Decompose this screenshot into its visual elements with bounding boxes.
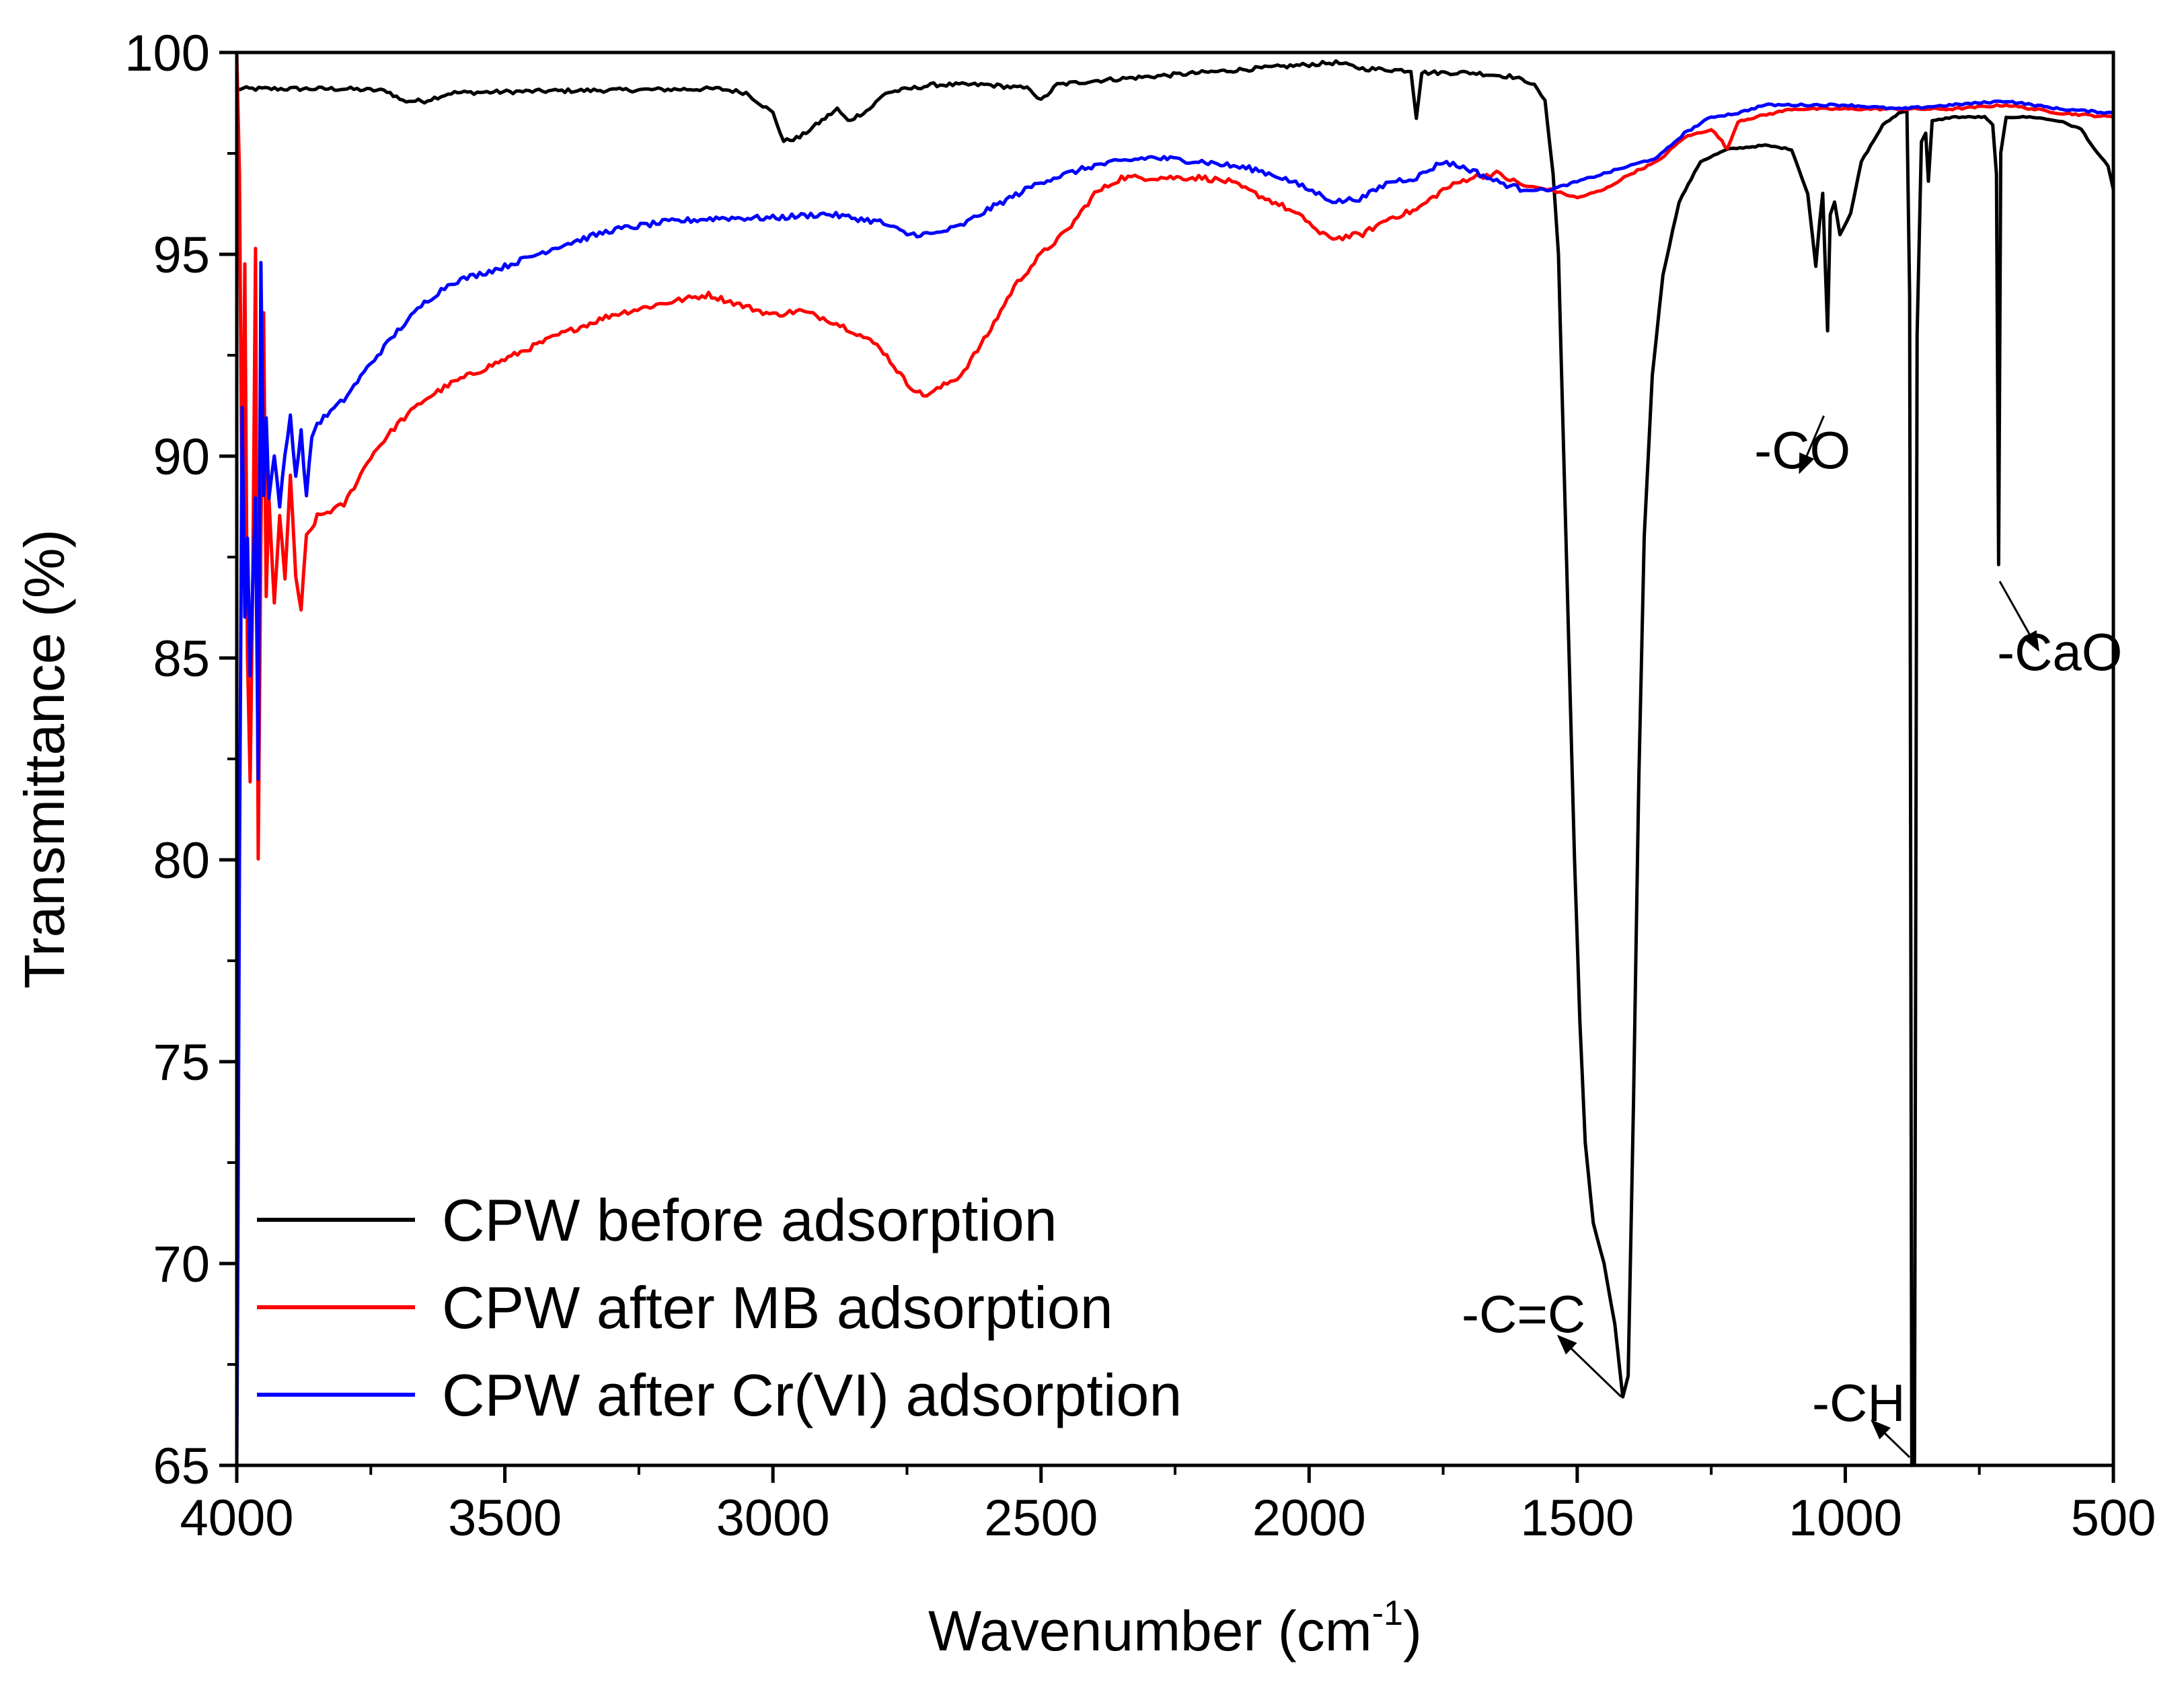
annotation-label: -CH xyxy=(1812,1373,1906,1432)
y-tick-label: 100 xyxy=(124,25,210,82)
series-layer xyxy=(235,52,2115,1467)
x-tick-label: 2500 xyxy=(984,1490,1098,1547)
x-axis-title: Wavenumber (cm-1) xyxy=(928,1594,1422,1662)
annotation-arrow xyxy=(1871,1419,1911,1459)
annotation-arrow xyxy=(1998,581,2039,652)
x-axis-title-sup: -1 xyxy=(1372,1594,1403,1633)
annotation-label: -C=C xyxy=(1462,1284,1585,1344)
series-line-2 xyxy=(235,52,2114,861)
legend-label-3: CPW after Cr(VI) adsorption xyxy=(442,1362,1182,1428)
y-tick-label: 90 xyxy=(153,429,210,486)
legend-label-2: CPW after MB adsorption xyxy=(442,1274,1113,1341)
x-tick-label: 2000 xyxy=(1252,1490,1366,1547)
legend: CPW before adsorption CPW after MB adsorp… xyxy=(257,1187,1182,1428)
x-axis: 4000 3500 3000 2500 2000 1500 1000 500 xyxy=(180,1465,2156,1547)
annotation-arrow xyxy=(1799,415,1825,474)
legend-label-1: CPW before adsorption xyxy=(442,1187,1057,1253)
x-tick-label: 500 xyxy=(2071,1490,2156,1547)
x-tick-label: 4000 xyxy=(180,1490,293,1547)
y-tick-label: 75 xyxy=(153,1034,210,1091)
x-axis-title-main: Wavenumber (cm xyxy=(928,1599,1372,1662)
annotation-label: -CO xyxy=(1754,420,1850,480)
annotation-label: -CaO xyxy=(1997,622,2122,682)
y-axis-title: Transmittance (%) xyxy=(13,529,76,988)
series-line-1 xyxy=(235,59,2115,1467)
y-tick-label: 70 xyxy=(153,1236,210,1293)
series-line-3 xyxy=(235,99,2114,1467)
x-tick-label: 1500 xyxy=(1520,1490,1634,1547)
annotation-arrow xyxy=(1556,1334,1622,1398)
annotations: -CO -CaO -C=C -CH xyxy=(1462,415,2122,1459)
x-tick-label: 3500 xyxy=(448,1490,562,1547)
y-axis: 65 70 75 80 85 90 95 100 xyxy=(124,25,237,1495)
y-tick-label: 85 xyxy=(153,630,210,688)
x-tick-label: 3000 xyxy=(716,1490,830,1547)
x-tick-label: 1000 xyxy=(1788,1490,1902,1547)
y-tick-label: 80 xyxy=(153,832,210,889)
y-tick-label: 65 xyxy=(153,1438,210,1495)
y-tick-label: 95 xyxy=(153,227,210,284)
x-axis-title-suffix: ) xyxy=(1403,1599,1422,1662)
